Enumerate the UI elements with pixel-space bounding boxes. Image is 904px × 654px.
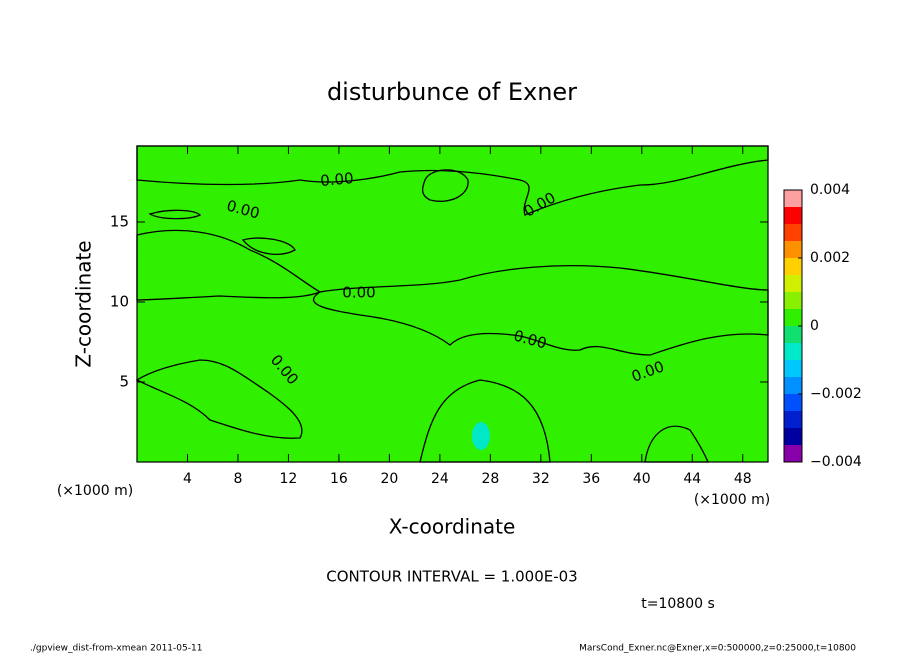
x-tick-label: 24 [431, 471, 449, 487]
region [419, 379, 551, 463]
colorbar-band [784, 326, 802, 343]
colorbar-tick-label: 0.004 [810, 182, 850, 198]
colorbar-tick-label: −0.004 [810, 454, 862, 470]
plot-frame [136, 145, 769, 463]
colorbar-tick-label: 0 [810, 318, 819, 334]
time-label: t=10800 s [641, 596, 715, 612]
footer-right: MarsCond_Exner.nc@Exner,x=0:500000,z=0:2… [579, 644, 856, 654]
colorbar-band [784, 377, 802, 394]
colorbar-band [784, 258, 802, 275]
colorbar-band [784, 190, 802, 207]
x-tick-label: 8 [233, 471, 242, 487]
y-unit: (×1000 m) [57, 483, 133, 499]
colorbar-band [784, 411, 802, 428]
colorbar-band [784, 224, 802, 241]
chart-title: disturbunce of Exner [327, 78, 577, 106]
region [136, 145, 769, 216]
colorbar-band [784, 275, 802, 292]
x-tick-label: 20 [380, 471, 398, 487]
y-tick-label: 5 [119, 373, 129, 391]
region [421, 169, 469, 202]
contour-label: 0.00 [342, 284, 375, 302]
region [644, 425, 709, 463]
region [241, 237, 296, 255]
region [312, 265, 769, 356]
footer-left: ./gpview_dist-from-xmean 2011-05-11 [30, 644, 202, 654]
colorbar-band [784, 445, 802, 462]
contour-field: 0.000.00 0.000.000.000.000.00 [135, 145, 769, 463]
region [472, 422, 490, 450]
colorbar-tick-label: −0.002 [810, 386, 862, 402]
x-tick-label: 4 [183, 471, 192, 487]
colorbar-band [784, 394, 802, 411]
x-tick-label: 48 [734, 471, 752, 487]
y-tick-label: 10 [110, 293, 129, 311]
region [135, 359, 303, 439]
contour-interval: CONTOUR INTERVAL = 1.000E-03 [326, 568, 577, 586]
colorbar-tick-label: 0.002 [810, 250, 850, 266]
colorbar-band [784, 360, 802, 377]
x-tick-label: 28 [481, 471, 499, 487]
colorbar-band [784, 428, 802, 445]
colorbar-band [784, 207, 802, 224]
x-tick-label: 32 [532, 471, 550, 487]
y-tick-label: 15 [110, 213, 129, 231]
x-unit: (×1000 m) [694, 492, 770, 508]
x-tick-label: 16 [330, 471, 348, 487]
x-tick-label: 36 [582, 471, 600, 487]
region [148, 209, 202, 220]
x-tick-label: 12 [280, 471, 298, 487]
x-tick-label: 40 [633, 471, 651, 487]
x-tick-label: 44 [683, 471, 701, 487]
contour-label: 0.00 [320, 169, 355, 190]
colorbar-band [784, 343, 802, 360]
colorbar-band [784, 292, 802, 309]
y-axis-label: Z-coordinate [72, 240, 96, 367]
colorbar-band [784, 309, 802, 326]
colorbar-band [784, 241, 802, 258]
field-background [137, 146, 768, 462]
x-axis-label: X-coordinate [389, 515, 516, 539]
